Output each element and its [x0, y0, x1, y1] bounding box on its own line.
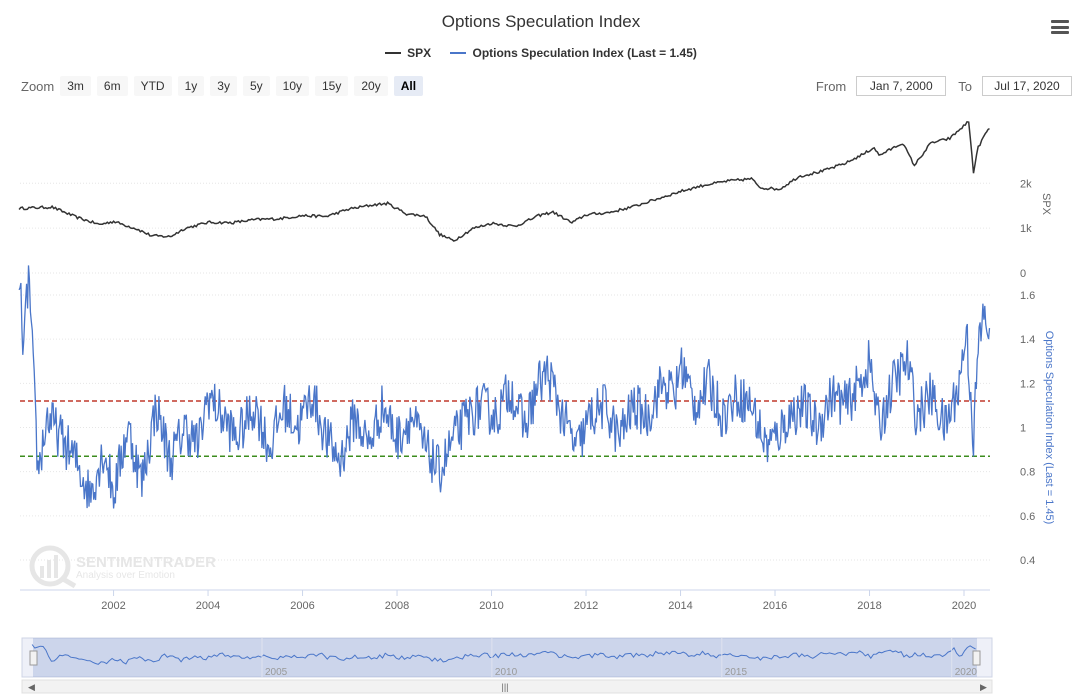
- lower-tick-label: 1: [1020, 423, 1026, 435]
- zoom-label: Zoom: [21, 78, 55, 94]
- zoom-button-3m[interactable]: 3m: [60, 76, 91, 96]
- upper-tick-label: 2k: [1020, 178, 1032, 190]
- spx-line: [18, 120, 990, 242]
- legend-swatch-osi: [450, 52, 467, 54]
- upper-tick-label: 1k: [1020, 223, 1032, 235]
- lower-tick-label: 0.6: [1020, 511, 1035, 523]
- scroll-right-arrow-icon[interactable]: ▶: [980, 682, 987, 692]
- x-tick-label: 2018: [857, 600, 881, 612]
- lower-tick-label: 0.4: [1020, 555, 1035, 567]
- zoom-button-3y[interactable]: 3y: [210, 76, 237, 96]
- x-tick-label: 2002: [101, 600, 125, 612]
- zoom-button-ytd[interactable]: YTD: [133, 76, 172, 96]
- navigator-scrollbar[interactable]: [21, 679, 993, 694]
- upper-tick-label: 0: [1020, 268, 1026, 280]
- x-tick-label: 2012: [574, 600, 598, 612]
- hamburger-menu-icon[interactable]: [1051, 20, 1069, 34]
- legend-item-spx[interactable]: SPX: [385, 46, 431, 60]
- x-tick-label: 2004: [196, 600, 220, 612]
- to-label: To: [958, 78, 972, 94]
- watermark-brand: SENTIMENTRADER: [76, 554, 216, 571]
- lower-axis-title: Options Speculation Index (Last = 1.45): [1043, 331, 1055, 525]
- legend-item-osi[interactable]: Options Speculation Index (Last = 1.45): [450, 46, 697, 60]
- lower-tick-label: 1.6: [1020, 290, 1035, 302]
- chart-legend: SPX Options Speculation Index (Last = 1.…: [0, 43, 1082, 60]
- zoom-button-20y[interactable]: 20y: [354, 76, 388, 96]
- zoom-button-1y[interactable]: 1y: [177, 76, 205, 96]
- zoom-button-all[interactable]: All: [393, 76, 424, 96]
- zoom-button-6m[interactable]: 6m: [96, 76, 128, 96]
- from-label: From: [815, 78, 847, 94]
- navigator-tick-label: 2010: [495, 667, 518, 678]
- zoom-bar: Zoom 3m 6m YTD 1y 3y 5y 10y 15y 20y All: [21, 76, 429, 96]
- lower-tick-label: 1.2: [1020, 378, 1035, 390]
- upper-axis-title: SPX: [1040, 193, 1052, 216]
- zoom-button-5y[interactable]: 5y: [242, 76, 270, 96]
- watermark-bar-3: [54, 555, 58, 578]
- watermark-bar-2: [47, 560, 51, 578]
- navigator-tick-label: 2015: [725, 667, 748, 678]
- legend-label-spx: SPX: [407, 46, 432, 60]
- watermark-logo-icon: [29, 545, 71, 587]
- navigator-tick-label: 2005: [265, 667, 288, 678]
- x-tick-label: 2016: [763, 600, 787, 612]
- scroll-left-arrow-icon[interactable]: ◀: [28, 682, 35, 692]
- x-tick-label: 2010: [479, 600, 503, 612]
- date-range: From To: [816, 76, 1072, 96]
- sentimentrader-watermark: SENTIMENTRADER Analysis over Emotion: [29, 545, 216, 589]
- x-tick-label: 2008: [385, 600, 409, 612]
- navigator-tick-label: 2020: [955, 667, 978, 678]
- zoom-button-15y[interactable]: 15y: [315, 76, 349, 96]
- watermark-tagline: Analysis over Emotion: [76, 570, 175, 581]
- watermark-magnifier-handle: [61, 576, 77, 589]
- navigator-selection: [33, 638, 977, 677]
- lower-tick-label: 0.8: [1020, 467, 1035, 479]
- x-tick-label: 2014: [668, 600, 692, 612]
- lower-tick-label: 1.4: [1020, 334, 1035, 346]
- zoom-button-10y[interactable]: 10y: [275, 76, 309, 96]
- osi-line: [18, 265, 991, 509]
- navigator-left-handle[interactable]: [29, 650, 38, 666]
- from-date-input[interactable]: [856, 76, 947, 96]
- navigator-background: [21, 637, 993, 678]
- navigator-right-handle[interactable]: [972, 650, 981, 666]
- x-tick-label: 2006: [290, 600, 314, 612]
- chart-title: Options Speculation Index: [441, 12, 641, 31]
- navigator-series: [31, 644, 976, 665]
- legend-label-osi: Options Speculation Index (Last = 1.45): [472, 46, 697, 60]
- to-date-input[interactable]: [982, 76, 1072, 96]
- x-tick-label: 2020: [952, 600, 976, 612]
- scrollbar-grip-icon: |||: [501, 682, 508, 692]
- watermark-bar-1: [40, 566, 44, 578]
- legend-swatch-spx: [385, 52, 402, 54]
